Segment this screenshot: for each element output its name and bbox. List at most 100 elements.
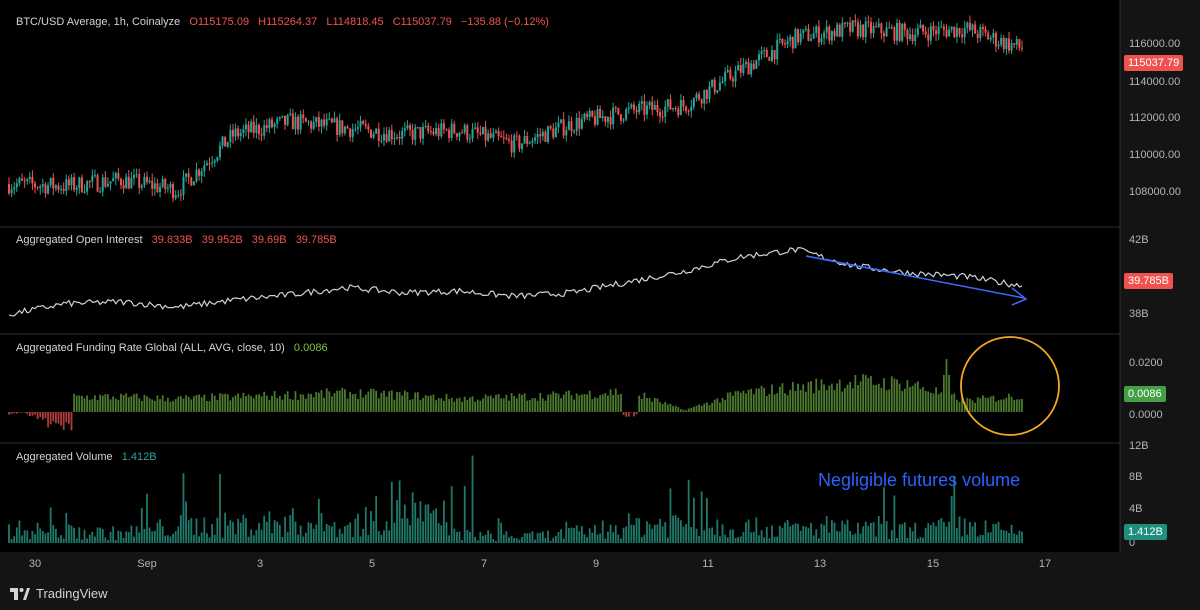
volume-bar [523, 533, 526, 543]
candle-body [922, 24, 925, 32]
candle-body [315, 117, 318, 123]
oi-low: 39.69B [251, 234, 287, 246]
date-tick: 9 [592, 558, 600, 570]
candle-body [362, 120, 365, 125]
volume-value: 1.412B [121, 451, 157, 463]
funding-bar [377, 398, 380, 412]
funding-bar [390, 390, 393, 412]
candle-body [617, 107, 620, 115]
funding-bar [388, 391, 391, 412]
candle-body [768, 57, 771, 61]
candle-body [190, 177, 193, 186]
funding-bar [888, 389, 891, 412]
volume-bar [841, 520, 844, 543]
volume-bar [208, 537, 211, 543]
candle-body [757, 54, 760, 61]
candle-body [580, 119, 583, 129]
candle-body [828, 26, 831, 41]
candle-body [575, 117, 578, 132]
candle-body [39, 186, 42, 189]
funding-bar [278, 395, 281, 412]
funding-bar [385, 396, 388, 412]
funding-bar [1013, 400, 1016, 412]
candle-body [588, 110, 591, 117]
candle-body [307, 121, 310, 123]
funding-bar [604, 393, 607, 412]
oi-tick: 38B [1129, 308, 1149, 320]
candle-body [695, 93, 698, 99]
funding-bar [453, 401, 456, 412]
candle-body [442, 123, 445, 130]
funding-bar [190, 399, 193, 412]
funding-bar [992, 395, 995, 412]
candle-body [208, 163, 211, 165]
funding-bar [729, 392, 732, 412]
volume-bar [909, 527, 911, 543]
volume-bar [294, 521, 297, 543]
volume-bar [776, 536, 779, 543]
candle-body [234, 128, 237, 137]
volume-bar [172, 533, 174, 543]
candle-body [174, 195, 177, 199]
volume-bar [177, 526, 180, 543]
volume-bar [989, 532, 992, 543]
volume-bar [120, 531, 122, 543]
funding-bar [739, 392, 742, 412]
funding-bar [47, 412, 49, 428]
candle-body [382, 133, 385, 141]
funding-bar [914, 383, 917, 412]
volume-bar [927, 523, 930, 543]
volume-bar [661, 526, 664, 543]
price-last-tag: 115037.79 [1124, 55, 1184, 71]
candle-body [666, 99, 669, 107]
funding-bar [958, 402, 961, 412]
candle-body [476, 127, 479, 133]
volume-bar [573, 528, 575, 543]
volume-bar [581, 526, 583, 543]
candle-body [164, 179, 167, 189]
volume-bar [901, 524, 904, 543]
candle-body [898, 22, 901, 41]
funding-bar [317, 392, 320, 412]
funding-bar [138, 398, 141, 412]
funding-bar [583, 394, 586, 412]
volume-bar [479, 531, 482, 543]
funding-bar [299, 394, 302, 412]
candle-body [836, 24, 839, 37]
volume-bar [242, 514, 245, 543]
volume-bar [500, 522, 503, 543]
candle-body [674, 108, 677, 110]
candle-body [1002, 37, 1005, 50]
candle-body [505, 137, 508, 139]
volume-bar [26, 530, 29, 543]
funding-bar [41, 412, 44, 420]
funding-bar [932, 393, 935, 412]
funding-bar [130, 396, 133, 412]
candle-body [263, 125, 266, 136]
candle-body [760, 51, 763, 55]
volume-bar [83, 529, 86, 543]
volume-bar [974, 522, 977, 543]
volume-bar [846, 519, 849, 543]
funding-bar [78, 395, 81, 412]
candle-body [239, 132, 242, 137]
funding-bar [810, 381, 812, 412]
volume-bar [349, 522, 352, 543]
chart-canvas[interactable] [0, 0, 1200, 580]
funding-bar [484, 394, 487, 412]
candle-body [135, 174, 138, 176]
candle-body [724, 72, 727, 82]
candle-body [672, 108, 675, 110]
volume-bar [833, 522, 836, 543]
candle-body [560, 119, 563, 123]
candle-body [953, 26, 956, 37]
candle-body [734, 70, 737, 82]
volume-bar [466, 529, 469, 543]
candle-body [226, 142, 229, 147]
volume-bar [898, 524, 901, 543]
volume-bar [203, 517, 206, 543]
tradingview-logo[interactable]: TradingView [10, 586, 108, 601]
candle-body [130, 178, 133, 189]
price-candles [8, 14, 1023, 203]
funding-bar [726, 392, 729, 412]
